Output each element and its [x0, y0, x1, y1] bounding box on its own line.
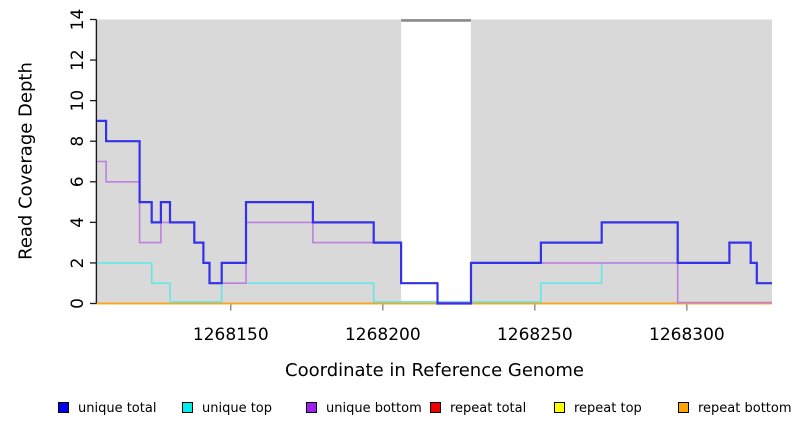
chart-legend: unique total unique top unique bottom repea…: [0, 401, 792, 417]
legend-swatch-icon: [306, 402, 317, 413]
x-tick-label: 1268200: [345, 325, 421, 345]
series-line-unique-total: [97, 119, 772, 305]
y-axis-title: Read Coverage Depth: [15, 62, 37, 260]
x-tick-label: 1268300: [649, 325, 725, 345]
x-tick-label: 1268150: [193, 325, 269, 345]
y-tick-label: 10: [68, 90, 88, 112]
x-axis-title: Coordinate in Reference Genome: [285, 360, 584, 381]
y-tick-label: 2: [68, 258, 88, 269]
y-tick-label: 8: [68, 136, 88, 147]
y-tick-label: 0: [68, 298, 88, 309]
legend-label: unique top: [202, 401, 273, 416]
coverage-gap-band: [401, 19, 471, 304]
legend-label: repeat total: [450, 401, 527, 416]
legend-label: repeat top: [574, 401, 642, 416]
y-tick-label: 6: [68, 176, 88, 187]
legend-swatch-icon: [430, 402, 441, 413]
legend-label: unique total: [78, 401, 157, 416]
y-tick-label: 4: [68, 217, 88, 228]
legend-label: repeat bottom: [698, 401, 792, 416]
x-tick-label: 1268250: [497, 325, 573, 345]
legend-label: unique bottom: [326, 401, 422, 416]
legend-swatch-icon: [678, 402, 689, 413]
legend-swatch-icon: [182, 402, 193, 413]
y-tick-label: 14: [68, 9, 88, 31]
legend-swatch-icon: [58, 402, 69, 413]
y-tick-label: 12: [68, 49, 88, 71]
legend-swatch-icon: [554, 402, 565, 413]
